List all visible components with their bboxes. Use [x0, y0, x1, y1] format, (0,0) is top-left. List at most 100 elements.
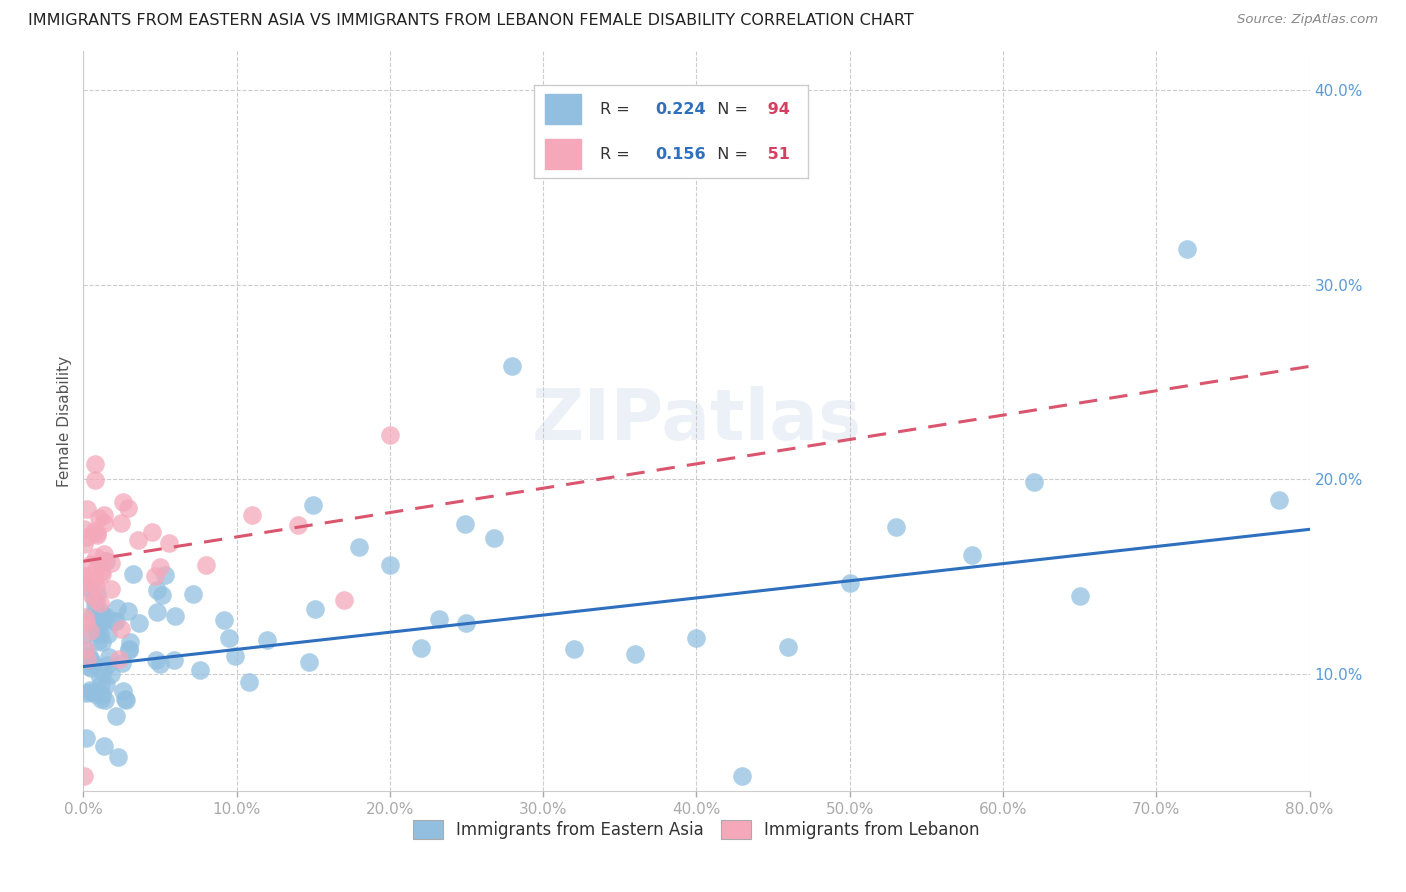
Text: 94: 94 [762, 102, 790, 117]
Point [562, 642, 585, 657]
Point [1022, 475, 1045, 489]
Point [838, 576, 860, 591]
Point [111, 657, 134, 671]
Text: R =: R = [600, 102, 636, 117]
Point [76, 659, 98, 673]
Point [75, 686, 97, 700]
Point [94, 678, 117, 692]
Point [75, 615, 97, 629]
Point [89, 596, 111, 610]
Point [76, 570, 98, 584]
Point [212, 614, 235, 628]
Point [145, 653, 167, 667]
Text: 51: 51 [762, 146, 790, 161]
Point [149, 559, 172, 574]
Point [1268, 492, 1291, 507]
Point [87, 511, 110, 525]
Point [427, 612, 450, 626]
Point [224, 648, 246, 663]
Point [73, 580, 96, 594]
Bar [546, 139, 581, 169]
Point [122, 567, 145, 582]
Point [76, 531, 98, 545]
Point [83, 592, 105, 607]
Point [112, 495, 135, 509]
Point [304, 602, 326, 616]
Point [86, 587, 108, 601]
Point [91, 665, 114, 679]
Point [91, 612, 114, 626]
Point [114, 692, 136, 706]
Point [84, 579, 107, 593]
Point [105, 614, 128, 628]
Legend: Immigrants from Eastern Asia, Immigrants from Lebanon: Immigrants from Eastern Asia, Immigrants… [406, 814, 987, 846]
Point [79, 557, 101, 571]
Point [73, 769, 96, 783]
Point [238, 675, 260, 690]
Point [302, 499, 325, 513]
Point [163, 653, 186, 667]
Point [93, 609, 115, 624]
Point [91, 566, 114, 581]
Point [84, 473, 107, 487]
Point [110, 622, 132, 636]
Point [111, 683, 134, 698]
Point [86, 620, 108, 634]
Text: N =: N = [707, 146, 748, 161]
Point [86, 549, 108, 564]
Point [143, 569, 166, 583]
Text: ZIPatlas: ZIPatlas [531, 386, 862, 456]
Point [73, 643, 96, 657]
Point [89, 627, 111, 641]
Point [89, 670, 111, 684]
Point [105, 600, 128, 615]
Point [93, 692, 115, 706]
Point [83, 457, 105, 471]
Point [94, 554, 117, 568]
Point [110, 516, 132, 531]
Point [108, 652, 131, 666]
Point [86, 528, 108, 542]
Point [84, 599, 107, 614]
Point [91, 634, 114, 648]
Point [93, 547, 115, 561]
Point [82, 608, 104, 623]
Point [194, 558, 217, 572]
Point [90, 565, 112, 579]
Point [75, 610, 97, 624]
Point [378, 558, 401, 573]
Point [75, 627, 97, 641]
Point [79, 653, 101, 667]
Point [165, 609, 187, 624]
Point [1069, 589, 1091, 603]
Point [884, 520, 907, 534]
Point [100, 556, 122, 570]
Point [96, 657, 118, 672]
Point [454, 517, 477, 532]
Point [83, 572, 105, 586]
Point [731, 769, 754, 783]
Point [103, 614, 125, 628]
Point [128, 616, 150, 631]
Point [962, 548, 984, 562]
Point [105, 709, 128, 723]
Point [117, 604, 139, 618]
Point [155, 568, 177, 582]
Text: 0.156: 0.156 [655, 146, 706, 161]
Point [484, 531, 506, 545]
Point [75, 641, 97, 656]
Point [501, 359, 523, 374]
Point [127, 533, 149, 547]
Point [94, 553, 117, 567]
Point [685, 632, 707, 646]
Text: R =: R = [600, 146, 636, 161]
Point [79, 683, 101, 698]
Point [73, 522, 96, 536]
Point [79, 685, 101, 699]
Point [150, 588, 173, 602]
Text: N =: N = [707, 102, 748, 117]
Point [100, 666, 122, 681]
Point [98, 650, 121, 665]
Point [287, 517, 309, 532]
Point [118, 635, 141, 649]
